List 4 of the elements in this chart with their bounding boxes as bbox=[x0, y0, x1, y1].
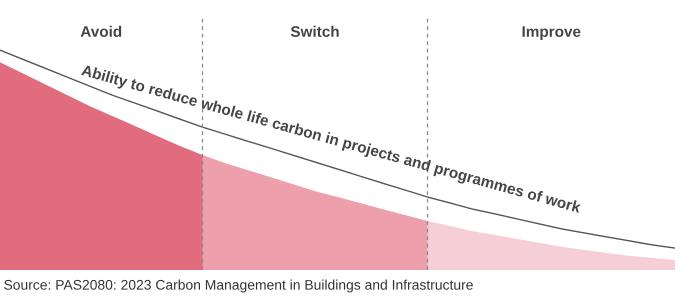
text: Avoid bbox=[80, 26, 122, 37]
source-note: Source: PAS2080: 2023 Carbon Management in Buildings and Infrastructure bbox=[4, 280, 473, 292]
text: Switch bbox=[290, 26, 339, 37]
text: Improve bbox=[522, 26, 580, 40]
